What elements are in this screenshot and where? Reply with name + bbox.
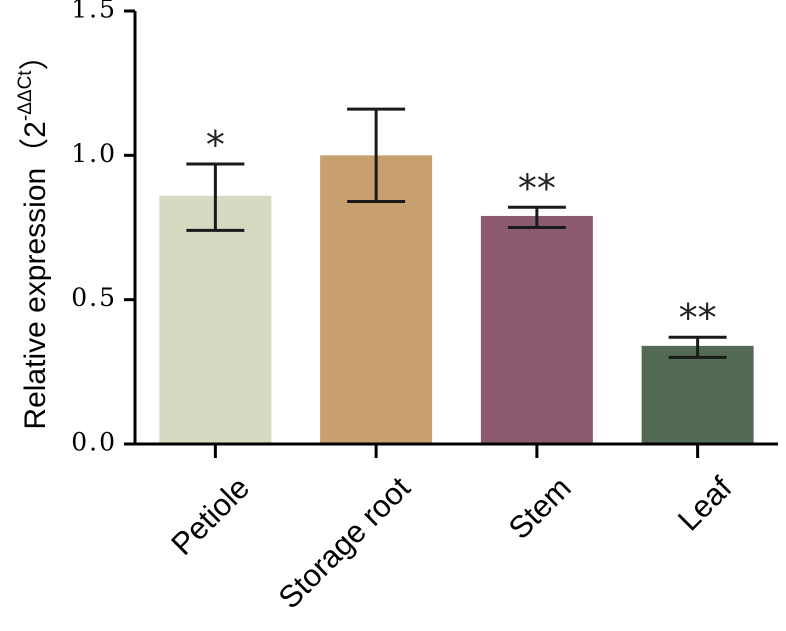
- bars: [159, 155, 754, 443]
- bar-stem: [480, 215, 593, 443]
- y-axis-label-superscript: -ΔΔCt: [15, 70, 36, 121]
- x-tick-label: Petiole: [164, 470, 256, 562]
- significance-mark: *: [206, 123, 225, 167]
- y-tick-label: 0.0: [71, 428, 117, 457]
- bar-petiole: [159, 195, 272, 443]
- bar-leaf: [641, 345, 754, 443]
- y-axis-label-prefix: Relative expression: [19, 168, 52, 430]
- axes: [133, 11, 778, 446]
- y-tick-label: 1.5: [71, 0, 117, 24]
- y-axis-label-close-paren: ）: [19, 40, 52, 70]
- x-ticks: Petiole Storage root Stem Leaf: [164, 444, 739, 616]
- error-bars: [186, 107, 727, 359]
- y-tick-label: 1.0: [71, 139, 117, 168]
- y-axis-label: Relative expression（2-ΔΔCt）: [15, 40, 52, 429]
- bar-storage-root: [320, 155, 433, 443]
- y-axis-label-text: Relative expression（2-ΔΔCt）: [15, 40, 52, 429]
- y-ticks: 0.0 0.5 1.0 1.5: [71, 0, 135, 457]
- significance-mark: **: [518, 166, 556, 210]
- x-tick-label: Storage root: [272, 470, 418, 616]
- significance-marks: *****: [206, 123, 717, 340]
- y-tick-label: 0.5: [71, 283, 117, 312]
- y-axis-label-base: 2: [19, 121, 52, 138]
- significance-mark: **: [679, 296, 717, 340]
- x-tick-label: Stem: [502, 470, 578, 546]
- x-tick-label: Leaf: [671, 470, 739, 538]
- y-axis-label-open-paren: （: [19, 138, 52, 168]
